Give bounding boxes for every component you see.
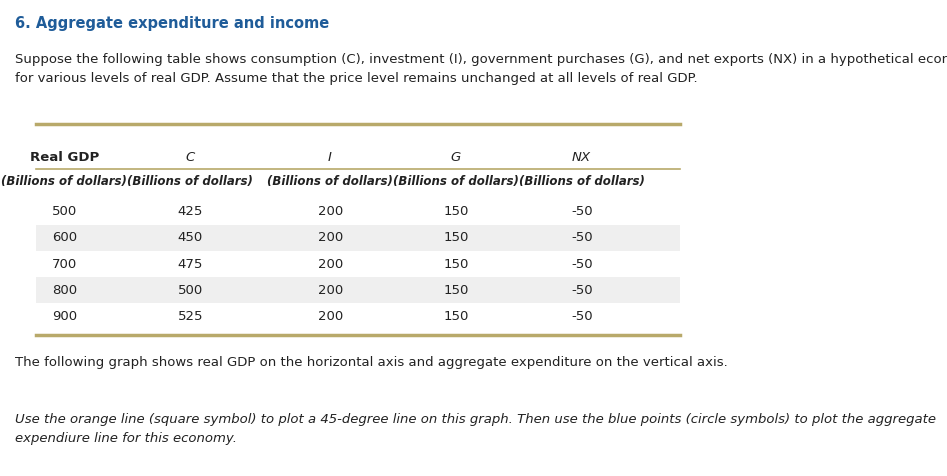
Text: 200: 200 [317, 284, 343, 297]
Text: -50: -50 [571, 284, 593, 297]
Text: 150: 150 [443, 309, 469, 323]
Text: 150: 150 [443, 206, 469, 218]
Text: 425: 425 [177, 206, 203, 218]
Text: $I$: $I$ [328, 151, 333, 164]
Text: The following graph shows real GDP on the horizontal axis and aggregate expendit: The following graph shows real GDP on th… [15, 357, 728, 369]
Text: Real GDP: Real GDP [29, 151, 99, 164]
Text: -50: -50 [571, 206, 593, 218]
Text: 900: 900 [52, 309, 77, 323]
Text: 475: 475 [177, 258, 203, 270]
Text: -50: -50 [571, 231, 593, 245]
Text: Suppose the following table shows consumption (C), investment (I), government pu: Suppose the following table shows consum… [15, 53, 947, 86]
Text: 500: 500 [178, 284, 203, 297]
FancyBboxPatch shape [36, 277, 680, 303]
Text: 6. Aggregate expenditure and income: 6. Aggregate expenditure and income [15, 16, 330, 30]
Text: 200: 200 [317, 309, 343, 323]
Text: (Billions of dollars): (Billions of dollars) [267, 175, 393, 188]
Text: 500: 500 [52, 206, 77, 218]
Text: 600: 600 [52, 231, 77, 245]
Text: (Billions of dollars): (Billions of dollars) [519, 175, 645, 188]
Text: (Billions of dollars): (Billions of dollars) [393, 175, 519, 188]
Text: -50: -50 [571, 309, 593, 323]
Text: 200: 200 [317, 231, 343, 245]
Text: -50: -50 [571, 258, 593, 270]
Text: 200: 200 [317, 206, 343, 218]
Text: (Billions of dollars): (Billions of dollars) [1, 175, 127, 188]
Text: 200: 200 [317, 258, 343, 270]
Text: $G$: $G$ [450, 151, 462, 164]
Text: 525: 525 [177, 309, 203, 323]
Text: $C$: $C$ [185, 151, 196, 164]
Text: 700: 700 [52, 258, 77, 270]
Text: 150: 150 [443, 284, 469, 297]
Text: 450: 450 [178, 231, 203, 245]
FancyBboxPatch shape [36, 225, 680, 251]
Text: (Billions of dollars): (Billions of dollars) [127, 175, 253, 188]
Text: $NX$: $NX$ [571, 151, 593, 164]
Text: 150: 150 [443, 231, 469, 245]
Text: 150: 150 [443, 258, 469, 270]
Text: 800: 800 [52, 284, 77, 297]
Text: Use the orange line (square symbol) to plot a 45-degree line on this graph. Then: Use the orange line (square symbol) to p… [15, 413, 937, 445]
